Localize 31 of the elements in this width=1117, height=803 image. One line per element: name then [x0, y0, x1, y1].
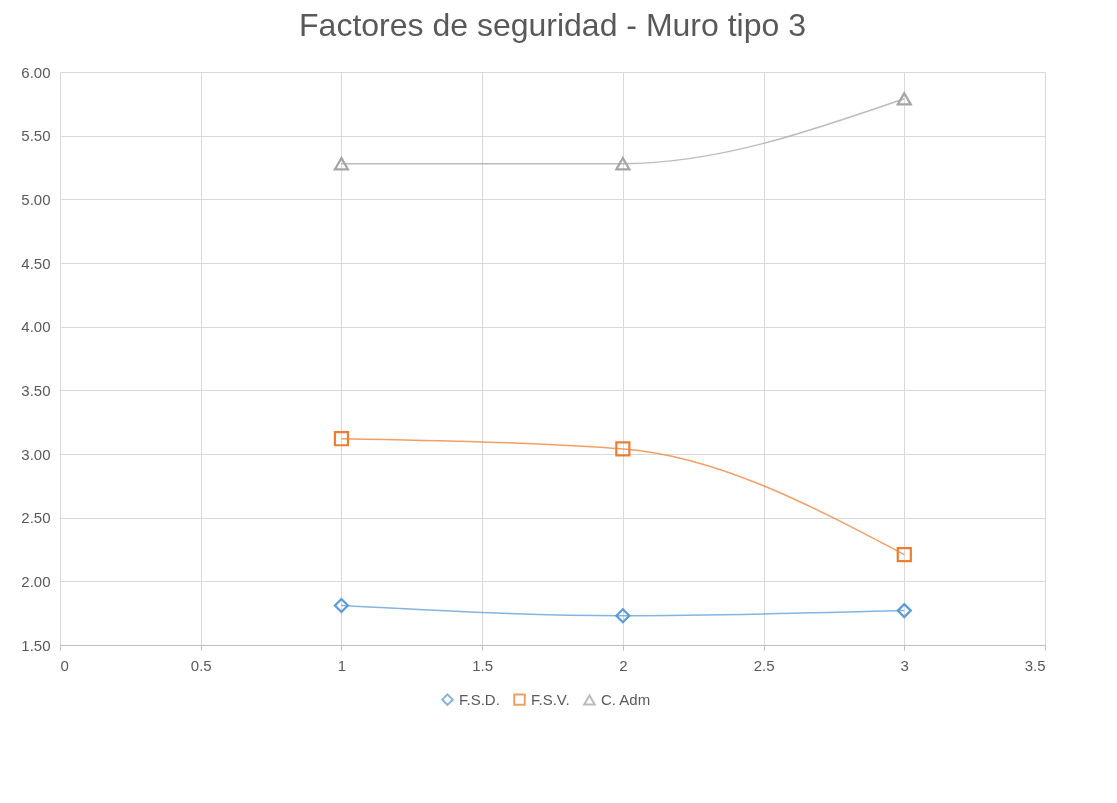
legend-label: F.S.V.	[531, 690, 570, 708]
x-tick-label: 1.5	[472, 656, 494, 674]
y-tick-label: 6.00	[21, 63, 51, 81]
y-tick-label: 5.50	[21, 127, 51, 145]
point	[333, 431, 350, 447]
legend-label: F.S.D.	[459, 690, 500, 708]
x-tick-label: 1	[337, 656, 347, 674]
y-tick-label: 5.00	[21, 190, 51, 208]
point	[615, 156, 631, 171]
y-tick-label: 2.00	[21, 572, 51, 590]
point	[896, 546, 912, 563]
point	[615, 441, 631, 457]
chart-title: Factores de seguridad - Muro tipo 3	[299, 7, 806, 43]
point	[615, 608, 631, 624]
point	[896, 91, 912, 106]
y-tick-label: 4.50	[21, 254, 51, 272]
point	[896, 603, 912, 619]
y-tick-label: 3.50	[21, 381, 51, 399]
x-tick-label: 0	[60, 656, 69, 674]
x-tick-label: 0.5	[190, 656, 212, 674]
x-tick-label: 2.5	[753, 656, 775, 674]
x-tick-label: 3	[900, 656, 909, 674]
y-tick-label: 3.00	[21, 445, 51, 463]
y-tick-label: 2.50	[21, 509, 51, 527]
y-tick-label: 4.00	[21, 318, 51, 336]
x-tick-label: 2	[619, 656, 628, 674]
x-tick-label: 3.5	[1024, 656, 1046, 674]
point	[333, 597, 350, 614]
point	[333, 156, 350, 171]
legend-label: C. Adm	[601, 690, 651, 708]
y-tick-label: 1.50	[21, 636, 51, 654]
